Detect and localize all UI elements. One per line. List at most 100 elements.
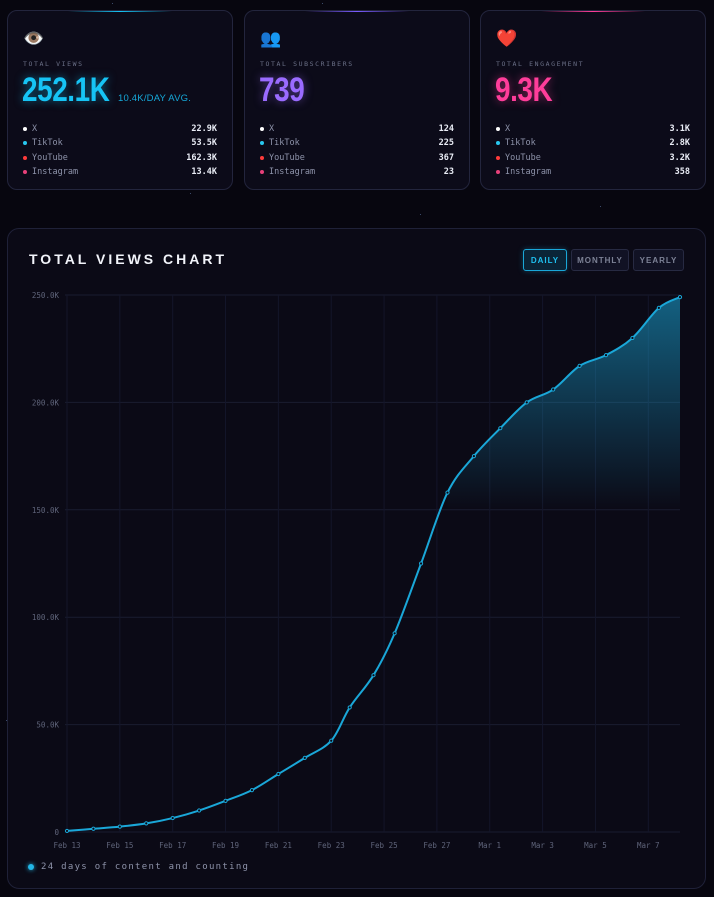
platform-value: 3.2K [669, 152, 690, 163]
list-item: X 124 [260, 122, 454, 136]
data-point [276, 771, 281, 777]
list-item: YouTube 367 [260, 151, 454, 165]
list-item: TikTok 53.5K [23, 136, 217, 150]
engagement-breakdown: X 3.1K TikTok 2.8K YouTube 3.2K Instagram 35… [496, 122, 690, 179]
data-point [418, 561, 424, 566]
y-tick-label: 200.0K [32, 398, 60, 407]
platform-value: 2.8K [669, 138, 690, 149]
views-daily-average: 10.4K/DAY AVG. [118, 93, 192, 104]
y-tick-label: 100.0K [32, 613, 60, 622]
x-tick-label: Mar 3 [531, 841, 554, 850]
list-item: YouTube 3.2K [496, 151, 690, 165]
platform-name: YouTube [269, 152, 305, 163]
data-point [551, 387, 556, 392]
platform-value: 3.1K [669, 124, 690, 135]
y-tick-label: 50.0K [36, 721, 59, 730]
x-dot [23, 127, 27, 132]
list-item: YouTube 162.3K [23, 151, 217, 165]
x-tick-label: Feb 21 [265, 841, 292, 850]
platform-value: 23 [443, 167, 454, 178]
views-area-chart: 0 50.0K 100.0K 150.0K 200.0K 250.0K Feb 13 Feb … [32, 291, 683, 850]
data-point [170, 815, 175, 821]
list-item: Instagram 23 [260, 165, 454, 179]
data-point [498, 426, 503, 431]
x-dot [260, 127, 264, 132]
youtube-dot [23, 155, 27, 160]
x-tick-label: Feb 23 [318, 841, 345, 850]
list-item: TikTok 2.8K [496, 136, 690, 150]
youtube-dot [496, 155, 500, 160]
x-tick-label: Mar 7 [637, 841, 660, 850]
data-point [677, 295, 683, 300]
views-label: TOTAL VIEWS [23, 60, 84, 68]
footer-note: 24 days of content and counting [28, 862, 249, 872]
platform-value: 53.5K [191, 138, 217, 149]
engagement-label: TOTAL ENGAGEMENT [496, 60, 585, 68]
subscribers-breakdown: X 124 TikTok 225 YouTube 367 Instagram 23 [260, 122, 454, 179]
data-point [302, 755, 307, 760]
platform-name: YouTube [505, 152, 541, 163]
x-tick-label: Feb 19 [212, 841, 239, 850]
data-point [371, 673, 376, 678]
platform-name: Instagram [505, 167, 552, 178]
instagram-dot [23, 170, 27, 175]
platform-value: 22.9K [191, 124, 217, 135]
tiktok-dot [260, 141, 264, 146]
data-point [524, 400, 529, 405]
platform-value: 225 [438, 138, 454, 149]
x-tick-label: Mar 1 [478, 841, 501, 850]
data-point [197, 808, 202, 813]
data-point [603, 353, 609, 358]
tiktok-dot [496, 141, 500, 146]
monthly-button[interactable]: MONTHLY [571, 249, 629, 271]
subscribers-card: 👥 TOTAL SUBSCRIBERS 739 X 124 TikTok 225 Y… [244, 10, 470, 190]
data-point [329, 738, 334, 743]
platform-value: 358 [674, 167, 690, 178]
yearly-button[interactable]: YEARLY [633, 249, 684, 271]
card-accent-line [68, 11, 172, 12]
chart-title: TOTAL VIEWS CHART [29, 251, 227, 267]
youtube-dot [260, 155, 264, 160]
data-point [656, 305, 661, 310]
platform-name: YouTube [32, 152, 68, 163]
list-item: X 3.1K [496, 122, 690, 136]
x-tick-label: Feb 25 [371, 841, 398, 850]
instagram-dot [496, 170, 500, 175]
data-point [144, 821, 149, 826]
list-item: TikTok 225 [260, 136, 454, 150]
users-icon: 👥 [260, 29, 282, 49]
platform-name: X [505, 124, 511, 135]
engagement-card: ❤️ TOTAL ENGAGEMENT 9.3K X 3.1K TikTok 2.8… [480, 10, 706, 190]
x-tick-label: Feb 15 [106, 841, 133, 850]
platform-name: X [269, 124, 275, 135]
heart-icon: ❤️ [496, 29, 518, 49]
data-point [64, 828, 70, 834]
data-point [249, 788, 255, 793]
views-value: 252.1K [22, 71, 110, 109]
views-area-fill [447, 297, 680, 510]
y-tick-label: 150.0K [32, 506, 60, 515]
card-accent-line [541, 11, 645, 12]
views-breakdown: X 22.9K TikTok 53.5K YouTube 162.3K Instagr… [23, 122, 217, 179]
platform-value: 124 [438, 124, 454, 135]
platform-value: 367 [438, 152, 454, 163]
data-point [471, 454, 477, 459]
engagement-value: 9.3K [495, 71, 553, 109]
instagram-dot [260, 170, 264, 175]
list-item: Instagram 13.4K [23, 165, 217, 179]
data-point [392, 631, 397, 636]
data-point [630, 335, 635, 341]
x-tick-label: Feb 13 [53, 841, 80, 850]
daily-button[interactable]: DAILY [523, 249, 567, 271]
y-tick-label: 250.0K [32, 291, 60, 300]
platform-name: Instagram [32, 167, 79, 178]
card-accent-line [305, 11, 409, 12]
data-point [347, 705, 352, 710]
data-point [91, 826, 96, 831]
data-point [577, 363, 582, 368]
data-point [223, 798, 228, 803]
status-dot [28, 864, 34, 870]
footer-text: 24 days of content and counting [41, 862, 250, 872]
views-chart-panel: TOTAL VIEWS CHART DAILY MONTHLY YEARLY 0… [7, 228, 706, 889]
x-tick-label: Mar 5 [584, 841, 607, 850]
